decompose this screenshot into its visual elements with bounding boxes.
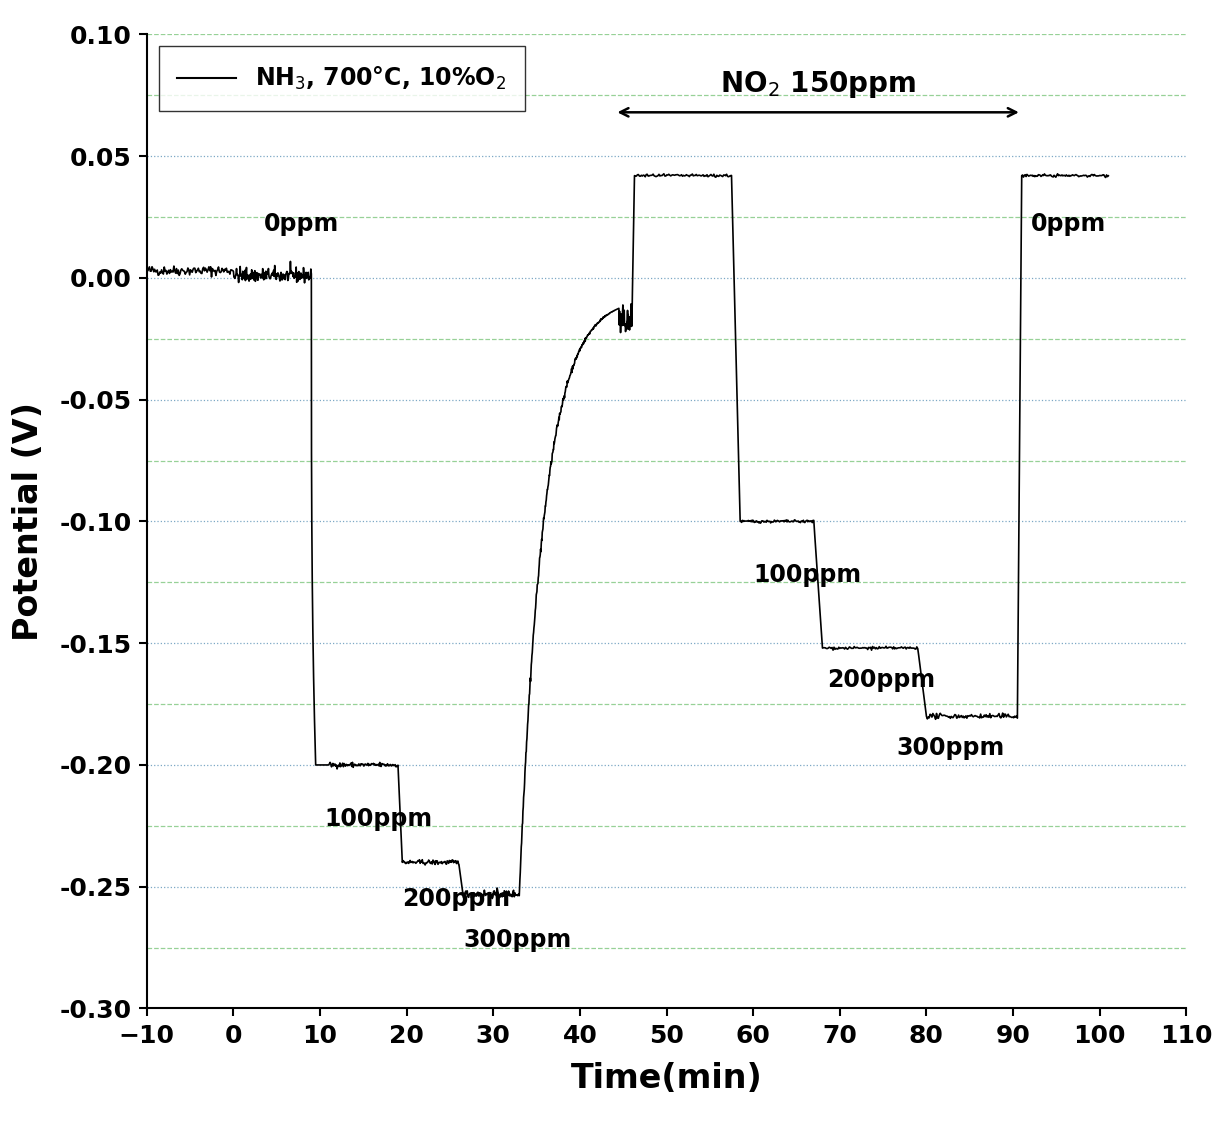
- Text: 300ppm: 300ppm: [464, 928, 571, 952]
- Text: 200ppm: 200ppm: [827, 668, 934, 692]
- Text: 0ppm: 0ppm: [264, 212, 339, 236]
- Y-axis label: Potential (V): Potential (V): [12, 402, 45, 641]
- X-axis label: Time(min): Time(min): [571, 1061, 762, 1094]
- Text: 0ppm: 0ppm: [1030, 212, 1106, 236]
- Legend: NH$_3$, 700°C, 10%O$_2$: NH$_3$, 700°C, 10%O$_2$: [159, 46, 525, 111]
- Text: 200ppm: 200ppm: [402, 887, 510, 911]
- Text: NO$_2$ 150ppm: NO$_2$ 150ppm: [720, 69, 916, 100]
- Text: 300ppm: 300ppm: [896, 736, 1004, 760]
- Text: 100ppm: 100ppm: [753, 563, 861, 587]
- Text: 100ppm: 100ppm: [324, 807, 433, 831]
